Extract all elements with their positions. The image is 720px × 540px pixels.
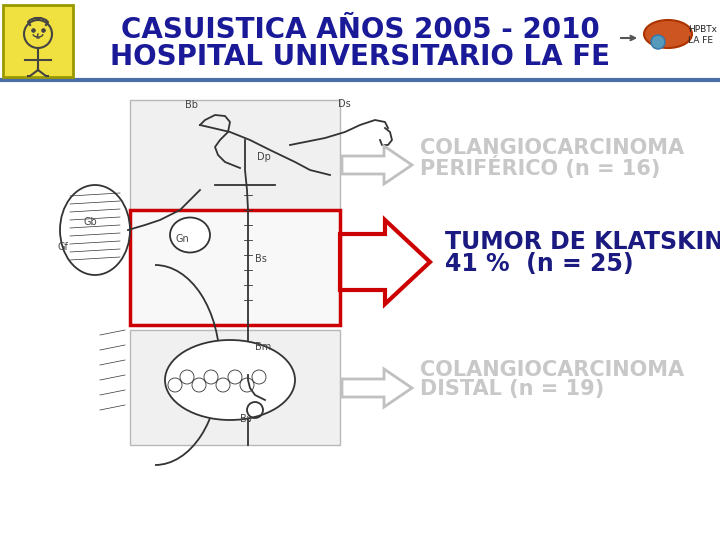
Text: DISTAL (n = 19): DISTAL (n = 19) — [420, 379, 604, 399]
Text: Ds: Ds — [338, 99, 351, 109]
Circle shape — [24, 20, 52, 48]
Text: Gn: Gn — [175, 234, 189, 244]
FancyArrowPatch shape — [621, 36, 635, 40]
Bar — [130, 330, 340, 445]
Bar — [0, 80, 720, 540]
Ellipse shape — [60, 185, 130, 275]
Ellipse shape — [165, 340, 295, 420]
Text: Gf: Gf — [58, 242, 69, 252]
Text: COLANGIOCARCINOMA: COLANGIOCARCINOMA — [420, 360, 684, 380]
Bar — [130, 210, 340, 325]
Text: HOSPITAL UNIVERSITARIO LA FE: HOSPITAL UNIVERSITARIO LA FE — [110, 43, 610, 71]
Text: Bb: Bb — [185, 100, 198, 110]
Text: PERIFÉRICO (n = 16): PERIFÉRICO (n = 16) — [420, 156, 660, 179]
Ellipse shape — [170, 218, 210, 253]
Text: Gb: Gb — [83, 217, 96, 227]
Circle shape — [651, 35, 665, 49]
Text: Bv: Bv — [240, 414, 253, 424]
Text: COLANGIOCARCINOMA: COLANGIOCARCINOMA — [420, 138, 684, 158]
Text: Dp: Dp — [257, 152, 271, 162]
Bar — [3, 5, 73, 77]
Text: HPBTx
LA FE: HPBTx LA FE — [688, 25, 717, 45]
Text: TUMOR DE KLATSKIN: TUMOR DE KLATSKIN — [445, 230, 720, 254]
Bar — [0, 0, 720, 80]
Ellipse shape — [644, 20, 692, 48]
Text: 41 %  (n = 25): 41 % (n = 25) — [445, 252, 634, 276]
Text: Bs: Bs — [255, 254, 267, 264]
Text: CASUISTICA AÑOS 2005 - 2010: CASUISTICA AÑOS 2005 - 2010 — [121, 16, 599, 44]
Bar — [130, 100, 340, 210]
Text: Bm: Bm — [255, 342, 271, 352]
